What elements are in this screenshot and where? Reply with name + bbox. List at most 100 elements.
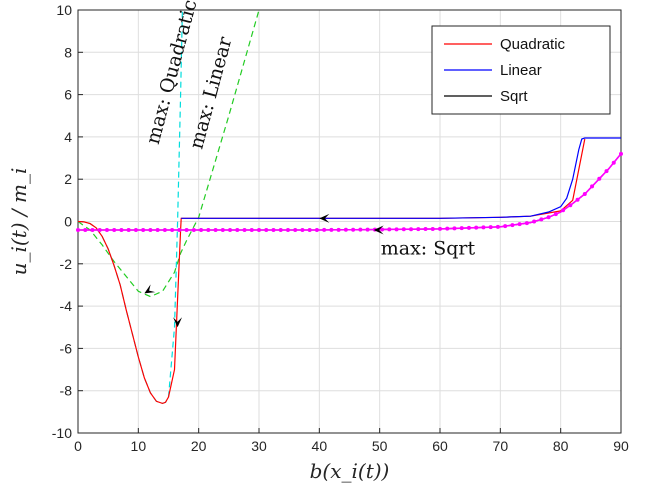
series-point bbox=[380, 227, 385, 232]
series-point bbox=[293, 227, 298, 232]
series-layer bbox=[76, 9, 623, 405]
y-tick-label: -2 bbox=[60, 256, 73, 272]
y-tick-label: 6 bbox=[64, 87, 72, 103]
x-tick-label: 80 bbox=[553, 438, 569, 454]
series-point bbox=[590, 184, 595, 189]
series-point bbox=[575, 197, 580, 202]
series-point bbox=[213, 227, 218, 232]
series-point bbox=[351, 227, 356, 232]
y-tick-label: 0 bbox=[64, 214, 72, 230]
series-point bbox=[358, 227, 363, 232]
series-point bbox=[553, 212, 558, 217]
series-point bbox=[430, 226, 435, 231]
arrows-layer bbox=[144, 213, 384, 328]
series-point bbox=[112, 227, 117, 232]
y-tick-label: -6 bbox=[60, 340, 73, 356]
y-tick-label: 2 bbox=[64, 171, 72, 187]
series-line-linear bbox=[181, 137, 621, 219]
series-point bbox=[206, 227, 211, 232]
series-point bbox=[466, 225, 471, 230]
series-point bbox=[104, 227, 109, 232]
series-point bbox=[242, 227, 247, 232]
series-point bbox=[314, 227, 319, 232]
series-point bbox=[278, 227, 283, 232]
series-point bbox=[546, 215, 551, 220]
legend-entry-linear: Linear bbox=[444, 62, 542, 79]
series-point bbox=[517, 222, 522, 227]
series-point bbox=[604, 169, 609, 174]
y-axis-label: u_i(t) / m_i bbox=[7, 168, 31, 276]
series-point bbox=[611, 160, 616, 165]
y-tick-label: -10 bbox=[52, 425, 72, 441]
legend: Quadratic Linear Sqrt bbox=[431, 25, 611, 115]
y-tick-labels: -10 -8 -6 -4 -2 0 2 4 6 8 10 bbox=[52, 2, 72, 441]
series-point bbox=[191, 227, 196, 232]
x-tick-label: 40 bbox=[312, 438, 328, 454]
direction-arrow bbox=[373, 225, 384, 235]
x-tick-label: 60 bbox=[432, 438, 448, 454]
series-point bbox=[561, 208, 566, 213]
series-point bbox=[83, 227, 88, 232]
series-point bbox=[307, 227, 312, 232]
series-point bbox=[619, 151, 623, 156]
series-point bbox=[264, 227, 269, 232]
series-point bbox=[401, 227, 406, 232]
series-point bbox=[141, 227, 146, 232]
series-point bbox=[162, 227, 167, 232]
series-point bbox=[257, 227, 261, 232]
series-point bbox=[177, 227, 182, 232]
series-point bbox=[271, 227, 276, 232]
x-tick-label: 10 bbox=[131, 438, 147, 454]
series-point bbox=[76, 227, 80, 232]
y-tick-label: -4 bbox=[60, 298, 73, 314]
series-point bbox=[597, 176, 602, 181]
series-point bbox=[423, 227, 428, 232]
series-point bbox=[539, 217, 544, 222]
series-point bbox=[459, 226, 464, 231]
series-point bbox=[300, 227, 305, 232]
series-point bbox=[322, 227, 327, 232]
series-point bbox=[481, 225, 486, 230]
x-tick-label: 20 bbox=[191, 438, 207, 454]
series-point bbox=[438, 226, 442, 231]
legend-entry-quadratic: Quadratic bbox=[444, 36, 566, 53]
series-point bbox=[199, 227, 204, 232]
series-point bbox=[409, 227, 414, 232]
series-point bbox=[582, 192, 587, 197]
series-point bbox=[394, 227, 399, 232]
series-point bbox=[510, 223, 515, 228]
series-point bbox=[119, 227, 124, 232]
series-point bbox=[503, 224, 508, 229]
series-point bbox=[126, 227, 131, 232]
series-point bbox=[495, 224, 500, 229]
series-point bbox=[568, 203, 573, 208]
series-point bbox=[343, 227, 348, 232]
x-axis-label: b(x_i(t)) bbox=[310, 459, 390, 483]
series-point bbox=[365, 227, 370, 232]
series-point bbox=[336, 227, 341, 232]
series-point bbox=[228, 227, 233, 232]
series-point bbox=[452, 226, 457, 231]
series-point bbox=[170, 227, 175, 232]
direction-arrow bbox=[173, 317, 183, 328]
series-point bbox=[445, 226, 450, 231]
y-tick-label: 4 bbox=[64, 129, 72, 145]
series-point bbox=[532, 219, 537, 224]
annotation-2: max: Sqrt bbox=[381, 238, 476, 260]
x-tick-label: 50 bbox=[372, 438, 388, 454]
series-point bbox=[133, 227, 138, 232]
legend-label-sqrt: Sqrt bbox=[500, 88, 528, 105]
series-point bbox=[285, 227, 290, 232]
series-point bbox=[416, 227, 421, 232]
y-tick-label: -8 bbox=[60, 383, 73, 399]
y-tick-label: 8 bbox=[64, 44, 72, 60]
direction-arrow bbox=[144, 284, 156, 294]
series-point bbox=[235, 227, 240, 232]
legend-label-quadratic: Quadratic bbox=[500, 36, 566, 53]
series-point bbox=[90, 227, 95, 232]
series-point bbox=[524, 221, 529, 226]
x-tick-label: 30 bbox=[251, 438, 267, 454]
series-point bbox=[220, 227, 225, 232]
series-point bbox=[474, 225, 479, 230]
